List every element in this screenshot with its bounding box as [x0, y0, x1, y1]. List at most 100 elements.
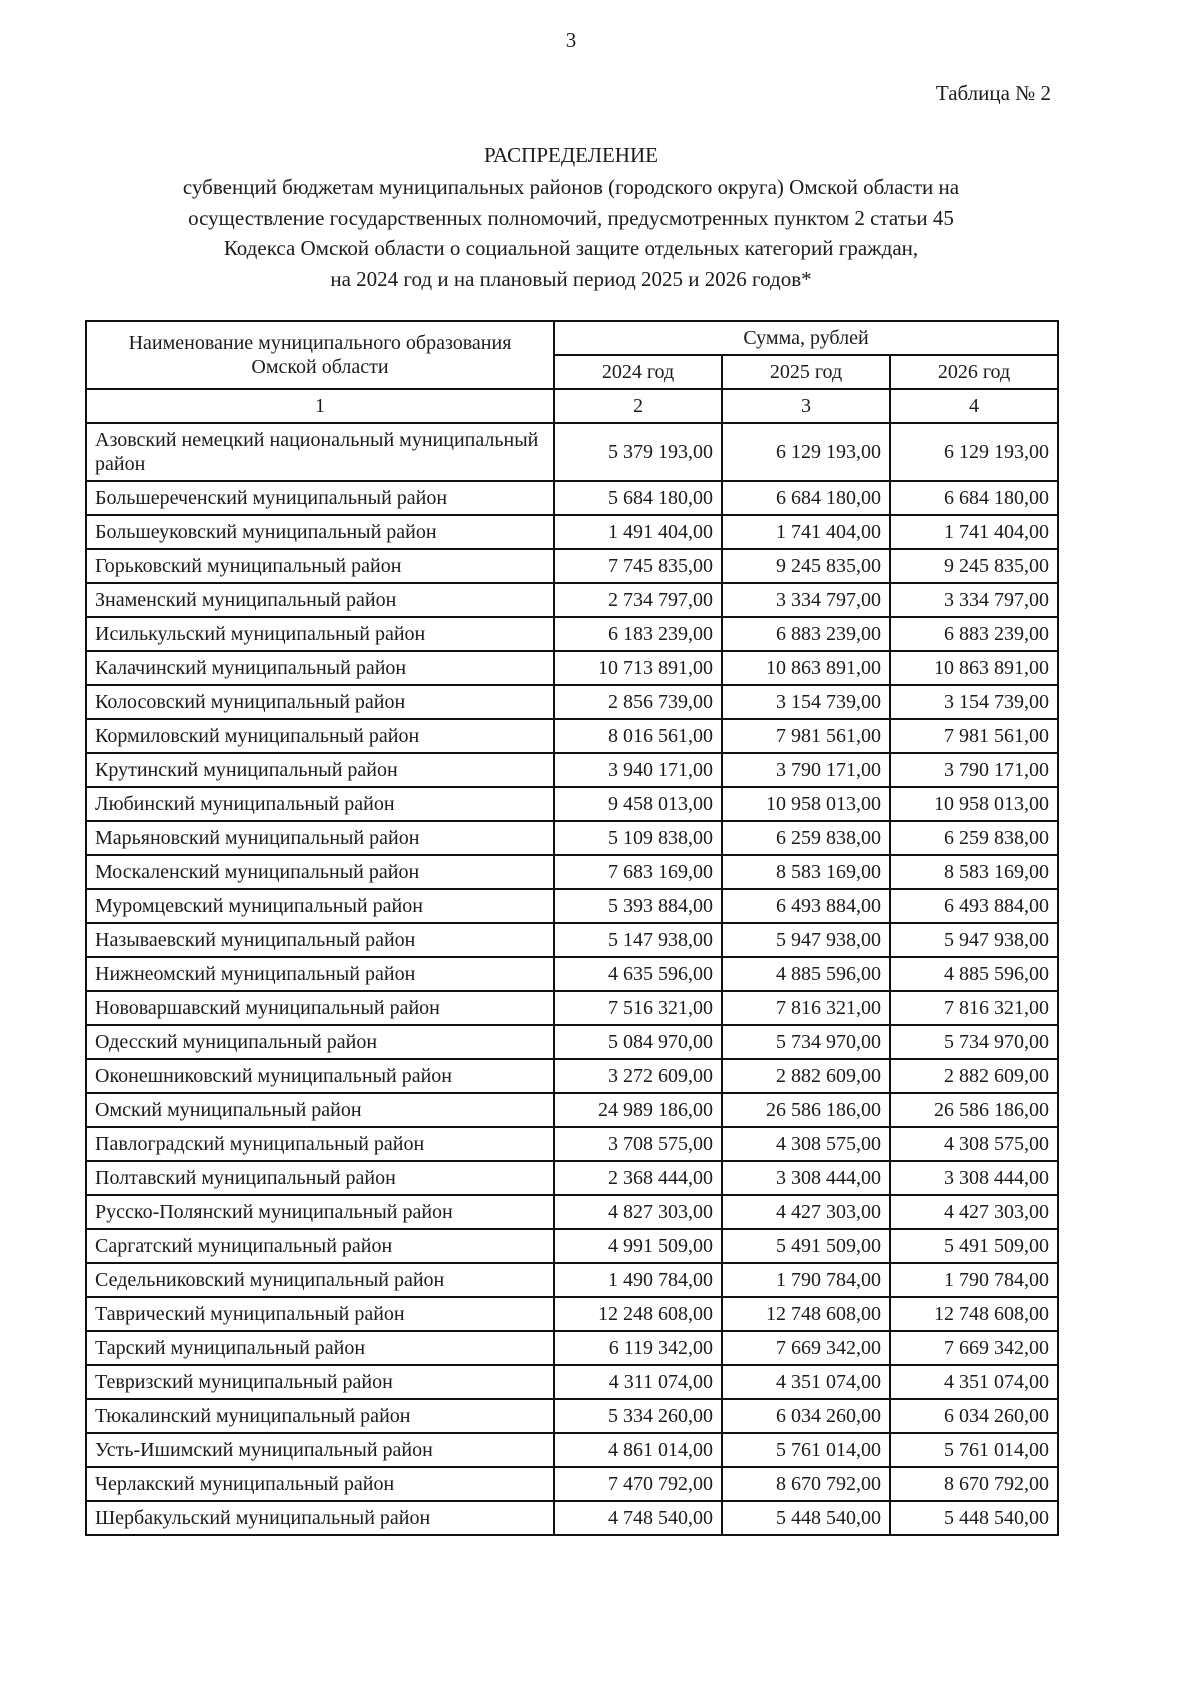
- municipality-name-cell: Азовский немецкий национальный муниципал…: [85, 422, 555, 483]
- year-header-2026: 2026 год: [889, 354, 1059, 391]
- amount-2026-cell: 6 684 180,00: [889, 480, 1059, 517]
- amount-2024-cell: 3 708 575,00: [553, 1126, 723, 1163]
- amount-2025-cell: 6 129 193,00: [721, 422, 891, 483]
- municipality-name-cell: Москаленский муниципальный район: [85, 854, 555, 891]
- table-row: Омский муниципальный район 24 989 186,00 2…: [85, 1092, 1059, 1129]
- table-row: Называевский муниципальный район 5 147 93…: [85, 922, 1059, 959]
- amount-2026-cell: 6 259 838,00: [889, 820, 1059, 857]
- doc-subtitle-line: Кодекса Омской области о социальной защи…: [223, 236, 919, 261]
- table-row: Тюкалинский муниципальный район 5 334 260…: [85, 1398, 1059, 1435]
- municipality-name-cell: Горьковский муниципальный район: [85, 548, 555, 585]
- table-row: Нижнеомский муниципальный район 4 635 596…: [85, 956, 1059, 993]
- municipality-name-cell: Саргатский муниципальный район: [85, 1228, 555, 1265]
- amount-2025-cell: 6 684 180,00: [721, 480, 891, 517]
- column-index-row: 1 2 3 4: [85, 388, 1059, 425]
- amount-2024-cell: 10 713 891,00: [553, 650, 723, 687]
- municipality-name-cell: Называевский муниципальный район: [85, 922, 555, 959]
- amount-2026-cell: 4 427 303,00: [889, 1194, 1059, 1231]
- amount-2024-cell: 4 311 074,00: [553, 1364, 723, 1401]
- table-row: Исилькульский муниципальный район 6 183 2…: [85, 616, 1059, 653]
- amount-2024-cell: 4 991 509,00: [553, 1228, 723, 1265]
- amount-2026-cell: 5 734 970,00: [889, 1024, 1059, 1061]
- doc-subtitle-line: осуществление государственных полномочий…: [188, 205, 954, 230]
- year-header-2025: 2025 год: [721, 354, 891, 391]
- amount-2024-cell: 5 147 938,00: [553, 922, 723, 959]
- municipality-name-cell: Нижнеомский муниципальный район: [85, 956, 555, 993]
- table-row: Саргатский муниципальный район 4 991 509,…: [85, 1228, 1059, 1265]
- amount-2024-cell: 3 940 171,00: [553, 752, 723, 789]
- table-row: Большеуковский муниципальный район 1 491 …: [85, 514, 1059, 551]
- amount-2025-cell: 3 154 739,00: [721, 684, 891, 721]
- municipality-name-cell: Нововаршавский муниципальный район: [85, 990, 555, 1027]
- table-row: Колосовский муниципальный район 2 856 739…: [85, 684, 1059, 721]
- amount-2026-cell: 9 245 835,00: [889, 548, 1059, 585]
- amount-2026-cell: 26 586 186,00: [889, 1092, 1059, 1129]
- table-row: Одесский муниципальный район 5 084 970,00…: [85, 1024, 1059, 1061]
- amount-2026-cell: 7 669 342,00: [889, 1330, 1059, 1367]
- amount-2025-cell: 8 583 169,00: [721, 854, 891, 891]
- municipality-name-cell: Одесский муниципальный район: [85, 1024, 555, 1061]
- amount-2025-cell: 6 034 260,00: [721, 1398, 891, 1435]
- municipality-name-cell: Большеуковский муниципальный район: [85, 514, 555, 551]
- amount-2024-cell: 2 368 444,00: [553, 1160, 723, 1197]
- amount-2024-cell: 4 827 303,00: [553, 1194, 723, 1231]
- table-row: Знаменский муниципальный район 2 734 797,…: [85, 582, 1059, 619]
- amount-2024-cell: 4 861 014,00: [553, 1432, 723, 1469]
- amount-2024-cell: 12 248 608,00: [553, 1296, 723, 1333]
- table-row: Усть-Ишимский муниципальный район 4 861 0…: [85, 1432, 1059, 1469]
- municipality-name-cell: Омский муниципальный район: [85, 1092, 555, 1129]
- municipality-name-cell: Любинский муниципальный район: [85, 786, 555, 823]
- amount-2026-cell: 4 308 575,00: [889, 1126, 1059, 1163]
- column-index: 2: [553, 388, 723, 425]
- table-row: Таврический муниципальный район 12 248 60…: [85, 1296, 1059, 1333]
- amount-2026-cell: 4 885 596,00: [889, 956, 1059, 993]
- table-row: Горьковский муниципальный район 7 745 835…: [85, 548, 1059, 585]
- year-header-2024: 2024 год: [553, 354, 723, 391]
- amount-2025-cell: 5 491 509,00: [721, 1228, 891, 1265]
- municipality-name-cell: Русско-Полянский муниципальный район: [85, 1194, 555, 1231]
- doc-title-block: РАСПРЕДЕЛЕНИЕ субвенций бюджетам муницип…: [85, 140, 1057, 294]
- amount-2026-cell: 3 154 739,00: [889, 684, 1059, 721]
- amount-2026-cell: 7 981 561,00: [889, 718, 1059, 755]
- amount-2024-cell: 4 635 596,00: [553, 956, 723, 993]
- amount-2025-cell: 5 734 970,00: [721, 1024, 891, 1061]
- amount-2024-cell: 5 684 180,00: [553, 480, 723, 517]
- amount-2025-cell: 10 958 013,00: [721, 786, 891, 823]
- table-row: Тарский муниципальный район 6 119 342,00 7…: [85, 1330, 1059, 1367]
- municipality-name-cell: Колосовский муниципальный район: [85, 684, 555, 721]
- municipality-name-cell: Знаменский муниципальный район: [85, 582, 555, 619]
- table-row: Полтавский муниципальный район 2 368 444,…: [85, 1160, 1059, 1197]
- amount-2024-cell: 9 458 013,00: [553, 786, 723, 823]
- amount-2026-cell: 10 863 891,00: [889, 650, 1059, 687]
- subvention-table: Наименование муниципального образования …: [85, 320, 1059, 1537]
- amount-2026-cell: 3 790 171,00: [889, 752, 1059, 789]
- amount-2025-cell: 3 790 171,00: [721, 752, 891, 789]
- amount-2026-cell: 5 448 540,00: [889, 1500, 1059, 1537]
- amount-2024-cell: 24 989 186,00: [553, 1092, 723, 1129]
- municipality-name-cell: Павлоградский муниципальный район: [85, 1126, 555, 1163]
- amount-2024-cell: 2 734 797,00: [553, 582, 723, 619]
- amount-2024-cell: 7 470 792,00: [553, 1466, 723, 1503]
- municipality-name-cell: Полтавский муниципальный район: [85, 1160, 555, 1197]
- amount-2025-cell: 2 882 609,00: [721, 1058, 891, 1095]
- amount-2026-cell: 10 958 013,00: [889, 786, 1059, 823]
- amount-2026-cell: 6 034 260,00: [889, 1398, 1059, 1435]
- amount-2025-cell: 6 493 884,00: [721, 888, 891, 925]
- table-row: Шербакульский муниципальный район 4 748 5…: [85, 1500, 1059, 1537]
- page-content: 3 Таблица № 2 РАСПРЕДЕЛЕНИЕ субвенций бю…: [85, 0, 1059, 1537]
- table-header: Наименование муниципального образования …: [85, 320, 1059, 425]
- amount-2026-cell: 5 947 938,00: [889, 922, 1059, 959]
- amount-2026-cell: 3 334 797,00: [889, 582, 1059, 619]
- amount-2025-cell: 5 761 014,00: [721, 1432, 891, 1469]
- amount-2025-cell: 9 245 835,00: [721, 548, 891, 585]
- table-row: Большереченский муниципальный район 5 684…: [85, 480, 1059, 517]
- table-row: Черлакский муниципальный район 7 470 792,…: [85, 1466, 1059, 1503]
- amount-2026-cell: 3 308 444,00: [889, 1160, 1059, 1197]
- amount-2026-cell: 8 670 792,00: [889, 1466, 1059, 1503]
- header-row-1: Наименование муниципального образования …: [85, 320, 1059, 391]
- amount-2024-cell: 5 379 193,00: [553, 422, 723, 483]
- amount-2025-cell: 6 883 239,00: [721, 616, 891, 653]
- municipality-name-cell: Усть-Ишимский муниципальный район: [85, 1432, 555, 1469]
- doc-subtitle-line: на 2024 год и на плановый период 2025 и …: [330, 266, 812, 291]
